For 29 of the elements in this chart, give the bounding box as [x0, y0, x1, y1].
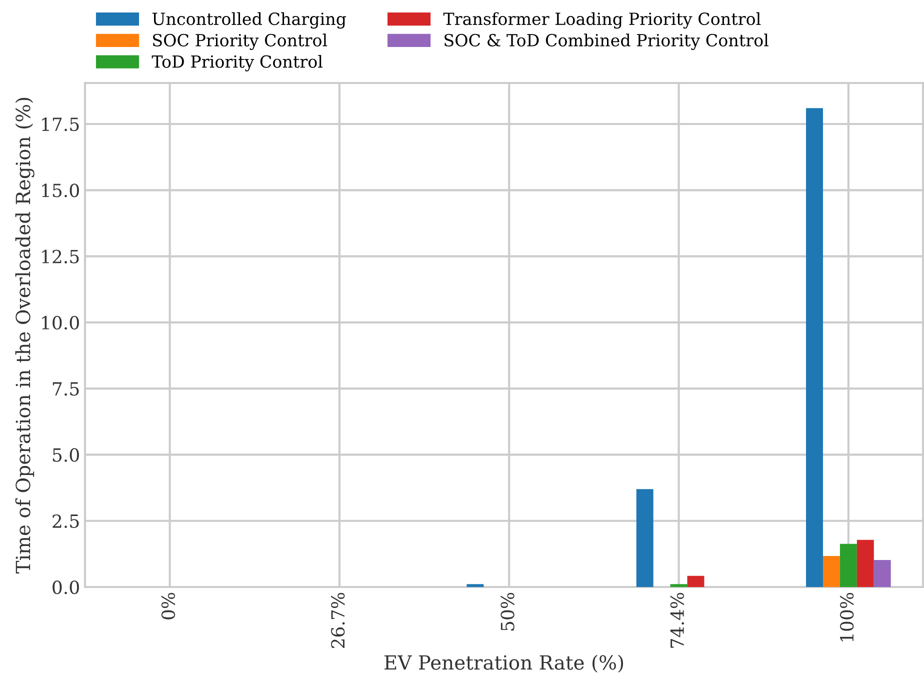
y-tick-label: 10.0	[42, 316, 79, 330]
bar	[636, 489, 654, 587]
bar	[687, 576, 704, 587]
y-tick-label: 5.0	[52, 448, 79, 462]
x-tick-label: 100%	[840, 592, 854, 642]
bar	[874, 560, 891, 587]
x-tick-label: 26.7%	[331, 592, 345, 648]
legend-label: SOC Priority Control	[153, 34, 328, 50]
x-tick-label: 0%	[161, 592, 176, 620]
legend-label: ToD Priority Control	[152, 54, 322, 72]
x-tick-label: 74.4%	[670, 592, 684, 648]
y-tick-label: 7.5	[52, 382, 79, 396]
legend-label: SOC & ToD Combined Priority Control	[444, 34, 768, 50]
bar	[670, 584, 688, 587]
y-tick-label: 0.0	[52, 580, 79, 594]
x-axis-title: EV Penetration Rate (%)	[384, 654, 624, 673]
bar	[856, 540, 874, 587]
x-tick-label: 50%	[500, 592, 514, 630]
bar	[806, 108, 823, 587]
legend-label: Transformer Loading Priority Control	[443, 12, 761, 29]
bar	[466, 584, 484, 587]
y-tick-label: 12.5	[42, 250, 79, 264]
legend-label: Uncontrolled Charging	[152, 12, 346, 29]
y-tick-label: 17.5	[42, 117, 79, 132]
y-tick-label: 15.0	[42, 184, 79, 198]
y-tick-label: 2.5	[52, 514, 79, 528]
bar	[822, 556, 840, 587]
y-axis-title: Time of Operation in the Overloaded Region (%)	[15, 98, 34, 574]
bar	[840, 544, 857, 587]
